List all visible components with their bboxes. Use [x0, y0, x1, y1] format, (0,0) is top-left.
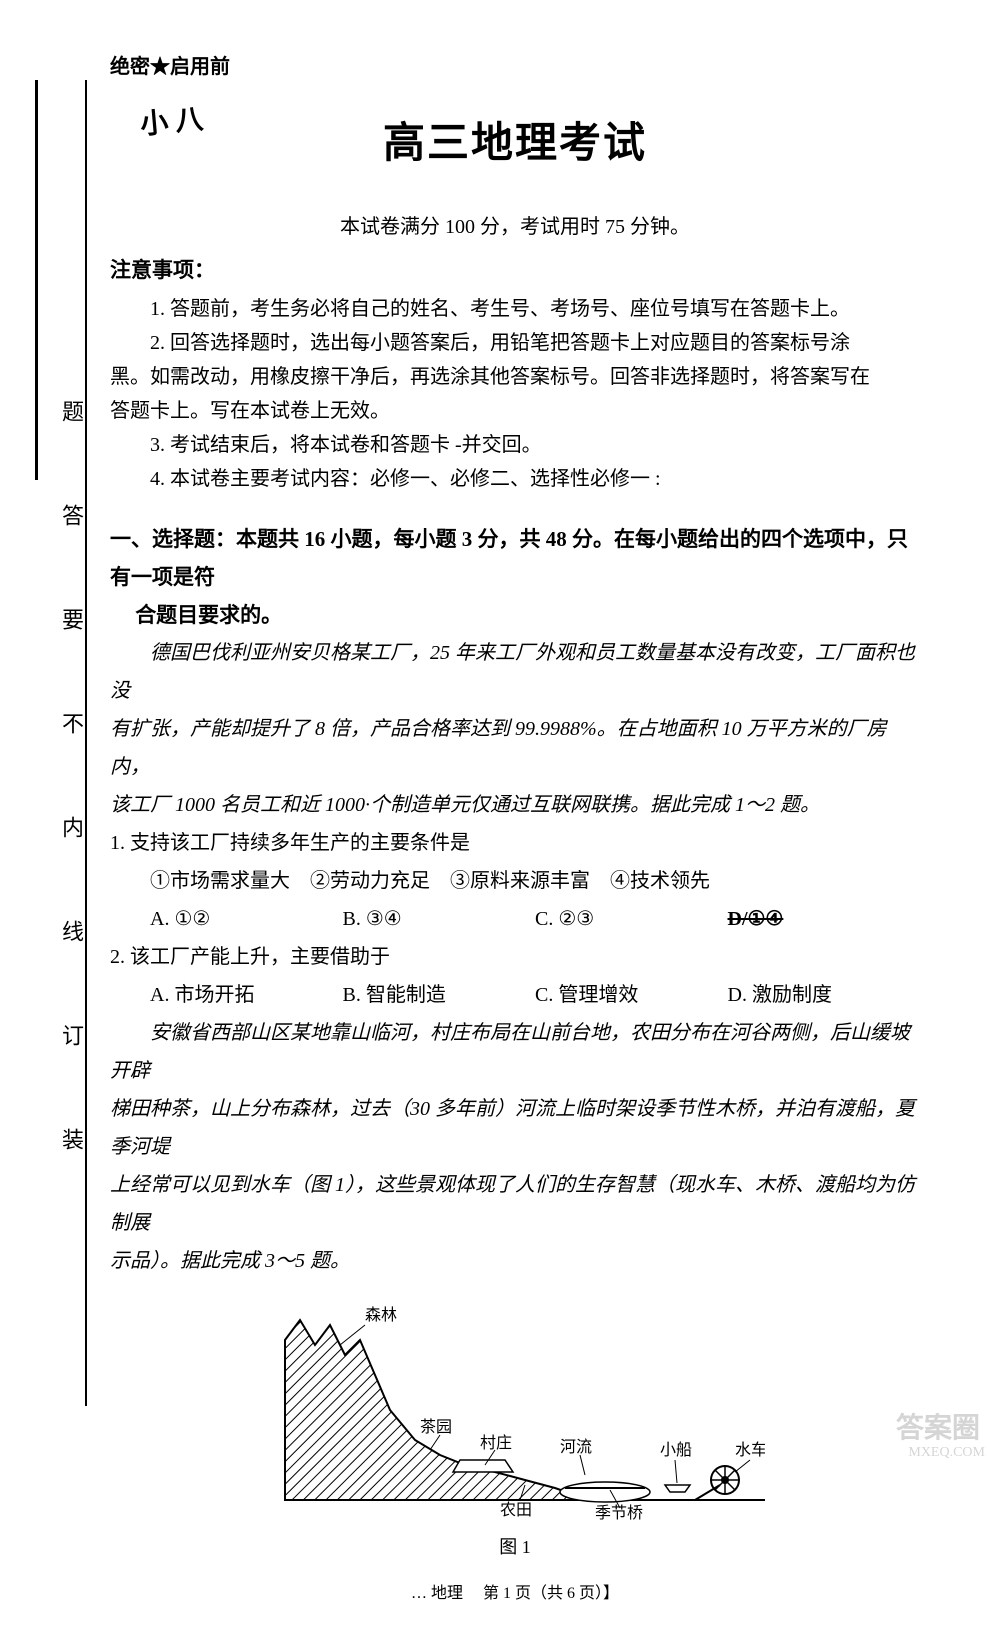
- notice-heading: 注意事项：: [110, 254, 920, 284]
- q1-option-a: A. ①②: [150, 900, 343, 938]
- q2-option-a: A. 市场开拓: [150, 976, 343, 1014]
- confidential-label: 绝密★启用前: [110, 50, 920, 79]
- figure-1-diagram: 森林 茶园 村庄 农田 河流 季节桥 小船 水车: [265, 1300, 765, 1520]
- q2-option-d: D. 激励制度: [728, 976, 921, 1014]
- page-footer: … 地理 第 1 页（共 6 页）】: [110, 1579, 920, 1603]
- label-farmland: 农田: [500, 1501, 532, 1519]
- passage-2-line-1: 安徽省西部山区某地靠山临河，村庄布局在山前台地，农田分布在河谷两侧，后山缓坡开辟: [110, 1014, 920, 1090]
- footer-subject: … 地理: [411, 1585, 463, 1602]
- boat-shape: [665, 1485, 690, 1492]
- notice-item-2b: 黑。如需改动，用橡皮擦干净后，再选涂其他答案标号。回答非选择题时，将答案写在: [110, 360, 920, 394]
- q1-option-c: C. ②③: [535, 900, 728, 938]
- passage-2-line-4: 示品）。据此完成 3～5 题。: [110, 1242, 920, 1280]
- leader-river: [580, 1455, 585, 1475]
- passage-1-line-1: 德国巴伐利亚州安贝格某工厂，25 年来工厂外观和员工数量基本没有改变，工厂面积也…: [110, 634, 920, 710]
- question-1-subs: ①市场需求量大 ②劳动力充足 ③原料来源丰富 ④技术领先: [110, 862, 920, 900]
- label-tea: 茶园: [420, 1418, 452, 1436]
- section-1-heading-a: 一、选择题：本题共 16 小题，每小题 3 分，共 48 分。在每小题给出的四个…: [110, 521, 920, 597]
- passage-2-line-2: 梯田种茶，山上分布森林，过去（30 多年前）河流上临时架设季节性木桥，并泊有渡船…: [110, 1090, 920, 1166]
- page-title: 高三地理考试: [110, 109, 920, 170]
- bridge-shape: [560, 1482, 650, 1502]
- label-wheel: 水车: [735, 1441, 765, 1459]
- passage-1-line-2: 有扩张，产能却提升了 8 倍，产品合格率达到 99.9988%。在占地面积 10…: [110, 710, 920, 786]
- label-river: 河流: [560, 1438, 592, 1456]
- watermark: 答案圈: [896, 1406, 980, 1446]
- leader-wheel: [735, 1460, 750, 1472]
- question-2-options: A. 市场开拓 B. 智能制造 C. 管理增效 D. 激励制度: [110, 976, 920, 1014]
- handwritten-mark: 小 八: [138, 97, 204, 142]
- label-boat: 小船: [660, 1441, 692, 1459]
- label-forest: 森林: [365, 1306, 397, 1324]
- label-village: 村庄: [480, 1434, 512, 1452]
- passage-2-line-3: 上经常可以见到水车（图 1），这些景观体现了人们的生存智慧（现水车、木桥、渡船均…: [110, 1166, 920, 1242]
- wheel-support: [695, 1485, 720, 1500]
- notice-item-2c: 答题卡上。写在本试卷上无效。: [110, 394, 920, 428]
- q2-option-c: C. 管理增效: [535, 976, 728, 1014]
- leader-tea: [430, 1435, 440, 1450]
- footer-page: 第 1 页（共 6 页）】: [483, 1585, 619, 1602]
- notice-item-4: 4. 本试卷主要考试内容：必修一、必修二、选择性必修一 :: [110, 462, 920, 496]
- question-1-stem: 1. 支持该工厂持续多年生产的主要条件是: [110, 824, 920, 862]
- passage-1-line-3: 该工厂 1000 名员工和近 1000·个制造单元仅通过互联网联携。据此完成 1…: [110, 786, 920, 824]
- notice-item-2a: 2. 回答选择题时，选出每小题答案后，用铅笔把答题卡上对应题目的答案标号涂: [110, 326, 920, 360]
- figure-1-caption: 图 1: [110, 1533, 920, 1559]
- question-1-options: A. ①② B. ③④ C. ②③ D/①④: [110, 900, 920, 938]
- figure-1-container: 森林 茶园 村庄 农田 河流 季节桥 小船 水车 图 1: [110, 1300, 920, 1559]
- terrain-shape: [285, 1320, 765, 1500]
- village-shape: [453, 1460, 513, 1472]
- section-1-heading-b: 合题目要求的。: [110, 597, 920, 635]
- q1-option-d-mark: D/①④: [728, 908, 784, 930]
- notice-item-3: 3. 考试结束后，将本试卷和答题卡 -并交回。: [110, 428, 920, 462]
- question-2-stem: 2. 该工厂产能上升，主要借助于: [110, 938, 920, 976]
- q1-option-d: D/①④: [728, 900, 921, 938]
- label-bridge: 季节桥: [595, 1504, 643, 1520]
- q2-option-b: B. 智能制造: [343, 976, 536, 1014]
- exam-page: 绝密★启用前 小 八 高三地理考试 本试卷满分 100 分，考试用时 75 分钟…: [0, 0, 1000, 1643]
- watermark-sub: MXEQ.COM: [908, 1445, 985, 1461]
- q1-option-b: B. ③④: [343, 900, 536, 938]
- notice-item-1: 1. 答题前，考生务必将自己的姓名、考生号、考场号、座位号填写在答题卡上。: [110, 292, 920, 326]
- exam-subtitle: 本试卷满分 100 分，考试用时 75 分钟。: [110, 210, 920, 239]
- leader-boat: [675, 1460, 677, 1483]
